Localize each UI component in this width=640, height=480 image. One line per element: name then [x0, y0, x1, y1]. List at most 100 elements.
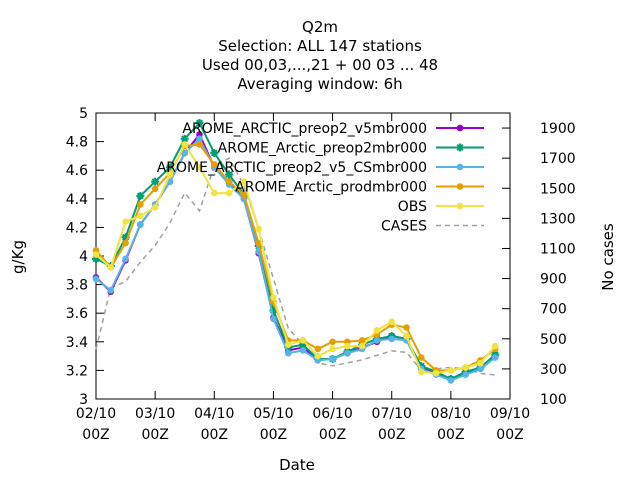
data-point — [196, 164, 203, 171]
title-line-2: Selection: ALL 147 stations — [218, 37, 422, 55]
y-axis-label: g/Kg — [9, 240, 27, 274]
x-tick-label: 05/10 — [253, 406, 293, 422]
y2-tick-label: 500 — [540, 332, 567, 348]
data-point — [180, 134, 189, 143]
title-line-1: Q2m — [302, 18, 338, 36]
legend-label: AROME_Arctic_preop2mbr000 — [218, 141, 427, 157]
data-point — [121, 233, 130, 242]
y2-tick-label: 1100 — [540, 241, 576, 257]
data-point — [373, 337, 381, 344]
y2-tick-label: 900 — [540, 272, 567, 288]
data-point — [92, 251, 100, 258]
y2-tick-label: 300 — [540, 362, 567, 378]
legend-marker — [456, 202, 464, 210]
data-point — [210, 149, 219, 158]
data-point — [225, 178, 233, 185]
x-tick-label: 07/10 — [372, 406, 412, 422]
data-point — [165, 163, 174, 172]
x-tick-label: 03/10 — [135, 406, 175, 422]
data-point — [269, 306, 278, 315]
legend-marker — [456, 183, 464, 190]
legend-label: AROME_ARCTIC_preop2_v5mbr000 — [182, 121, 427, 137]
data-point — [314, 345, 322, 353]
data-point — [255, 239, 262, 247]
data-point — [270, 315, 277, 323]
x-tick-label-time: 00Z — [260, 427, 287, 443]
data-point — [240, 178, 248, 185]
y-tick-label: 3.8 — [66, 278, 88, 294]
data-point — [210, 161, 218, 168]
series-line-arome-arctic-prodmbr000 — [95, 143, 496, 372]
x-tick-label-time: 00Z — [378, 427, 405, 443]
data-point — [196, 141, 203, 148]
data-point — [447, 367, 455, 374]
y2-tick-label: 1700 — [540, 151, 576, 167]
x-tick-label: 08/10 — [431, 406, 471, 422]
y-tick-label: 3.4 — [66, 335, 88, 351]
data-point — [314, 352, 322, 360]
x-tick-label-time: 00Z — [201, 427, 228, 443]
x-tick-label-time: 00Z — [496, 427, 523, 443]
series-layer — [92, 119, 500, 384]
x-tick-label: 06/10 — [312, 406, 352, 422]
data-point — [373, 327, 381, 334]
data-point — [403, 332, 410, 340]
data-point — [477, 359, 484, 367]
data-point — [122, 255, 129, 263]
data-point — [225, 189, 233, 197]
data-point — [344, 349, 351, 357]
data-point — [432, 369, 440, 377]
title-line-4: Averaging window: 6h — [237, 75, 402, 93]
data-point — [136, 191, 145, 200]
data-point — [166, 171, 174, 178]
x-tick-label: 04/10 — [194, 406, 234, 422]
y-tick-label: 3 — [79, 392, 88, 408]
data-point — [299, 340, 307, 349]
x-tick-label-time: 00Z — [319, 427, 346, 443]
legend-label: CASES — [381, 219, 427, 235]
x-tick-label-time: 00Z — [141, 427, 168, 443]
data-point — [329, 338, 336, 346]
x-tick-label: 09/10 — [490, 406, 530, 422]
series-obs — [92, 141, 499, 377]
legend-marker — [456, 124, 464, 132]
data-point — [151, 185, 159, 193]
data-point — [181, 149, 189, 157]
y2-axis-label: No cases — [599, 223, 617, 291]
data-point — [462, 371, 469, 378]
data-point — [181, 141, 189, 148]
x-tick-label: 02/10 — [76, 406, 116, 422]
data-point — [358, 342, 366, 350]
y2-tick-label: 100 — [540, 392, 567, 408]
data-point — [137, 221, 144, 228]
data-point — [388, 335, 396, 343]
data-point — [122, 239, 129, 247]
data-point — [255, 225, 262, 233]
y2-tick-label: 1900 — [540, 121, 576, 137]
data-point — [491, 342, 499, 350]
legend-label: AROME_ARCTIC_preop2_v5_CSmbr000 — [157, 160, 427, 176]
y-tick-label: 3.6 — [66, 306, 88, 322]
data-point — [417, 354, 425, 361]
x-tick-label-time: 00Z — [82, 427, 109, 443]
title-line-3: Used 00,03,...,21 + 00 03 ... 48 — [202, 56, 438, 74]
data-point — [299, 337, 307, 344]
legend-marker — [456, 163, 464, 171]
data-point — [225, 170, 234, 179]
data-point — [329, 345, 336, 353]
data-point — [329, 355, 336, 363]
data-point — [477, 365, 484, 373]
legend: AROME_ARCTIC_preop2_v5mbr000 AROME_Arctic… — [157, 121, 484, 235]
data-point — [92, 254, 100, 263]
data-point — [447, 377, 455, 384]
legend-marker — [456, 143, 464, 152]
data-point — [122, 218, 129, 225]
legend-label: AROME_Arctic_prodmbr000 — [235, 180, 427, 196]
y-tick-label: 4.8 — [66, 135, 88, 151]
series-arome-arctic-prodmbr000 — [92, 141, 499, 374]
data-point — [358, 337, 366, 344]
data-point — [92, 275, 100, 283]
data-point — [299, 347, 307, 354]
axes: 3 3.2 3.4 3.6 3.8 4 4.2 4.4 4.6 4.8 5 100 300 500 700 9… — [66, 106, 576, 443]
